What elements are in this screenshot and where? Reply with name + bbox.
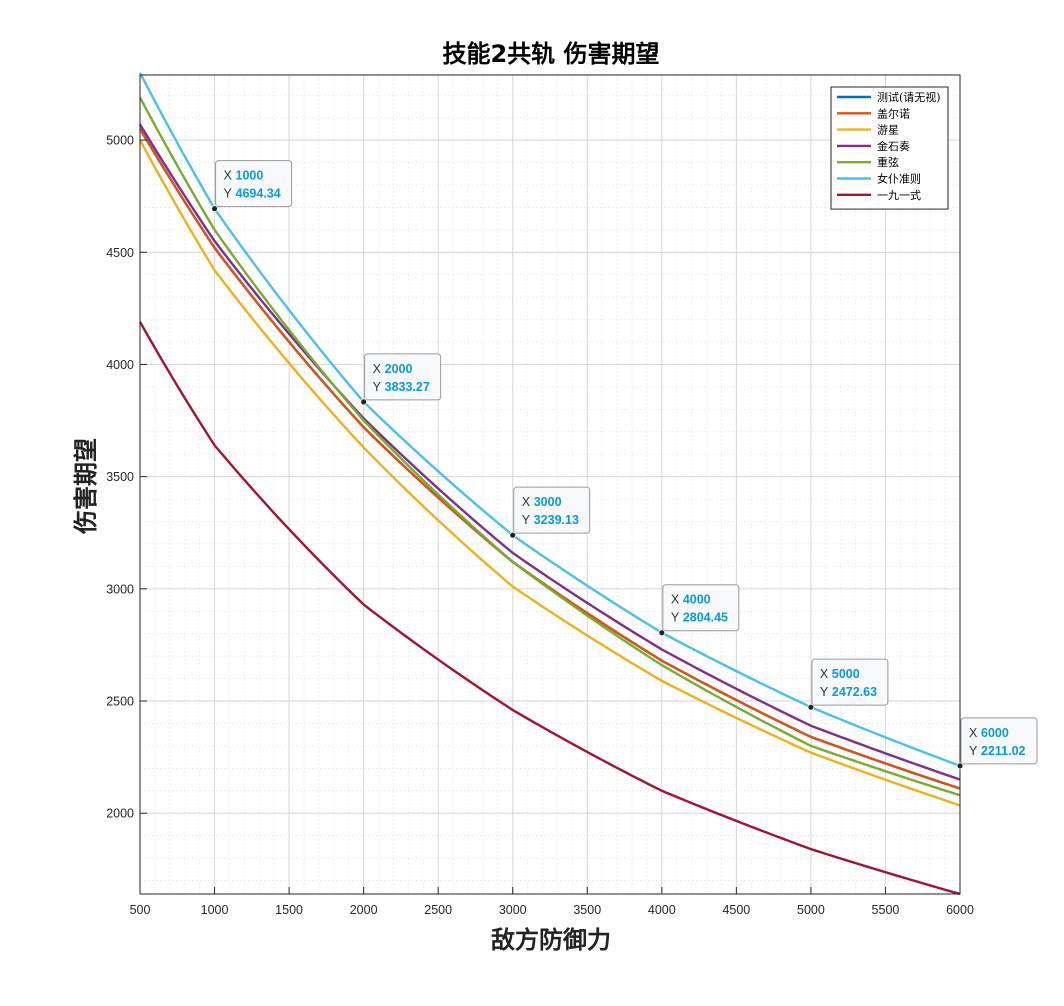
datatip-x-value: 1000	[236, 169, 264, 183]
datatip-box	[662, 584, 740, 632]
x-tick-label: 1500	[275, 903, 303, 917]
series-line-4	[138, 123, 961, 781]
x-tick-label: 6000	[946, 903, 974, 917]
x-tick-label: 3000	[499, 903, 527, 917]
datatip-x-key: X	[373, 362, 382, 376]
legend-entry-1: 测试(请无视)	[877, 90, 941, 104]
datatip-y-value: 4694.34	[236, 187, 281, 201]
y-tick-label: 5000	[106, 134, 134, 148]
datatip-y-value: 2472.63	[832, 685, 877, 699]
y-tick-label: 4000	[106, 358, 134, 372]
datatip-y-key: Y	[820, 685, 829, 699]
series-line-5	[138, 96, 961, 797]
datatip-x-value: 2000	[385, 362, 413, 376]
y-axis-label: 伤害期望	[72, 438, 100, 535]
y-tick-label: 2000	[106, 807, 134, 821]
legend-entry-3: 游星	[877, 124, 899, 137]
datatip-box	[513, 486, 591, 534]
datatip-y-key: Y	[671, 611, 680, 625]
datatip-y-key: Y	[373, 380, 382, 394]
x-tick-label: 2500	[424, 903, 452, 917]
datatip-box	[364, 353, 442, 401]
datatip-y-value: 2211.02	[981, 744, 1026, 758]
datatip-x-key: X	[224, 169, 233, 183]
chart-title: 技能2共轨 伤害期望	[442, 40, 659, 68]
datatip-y-key: Y	[969, 744, 978, 758]
datatip-marker	[956, 762, 964, 770]
datatip-x-key: X	[820, 667, 829, 681]
datatip-marker	[360, 398, 368, 406]
series-line-7	[138, 321, 961, 896]
x-tick-label: 5500	[872, 903, 900, 917]
legend-entry-4: 金石奏	[877, 139, 910, 153]
datatip-box	[811, 658, 889, 706]
legend-entry-2: 盖尔诺	[877, 106, 910, 120]
legend-entry-6: 女仆准则	[877, 172, 921, 186]
datatip-y-key: Y	[224, 187, 233, 201]
datatip-marker	[658, 629, 666, 637]
datatip-box	[215, 160, 293, 208]
datatip-marker	[807, 703, 815, 711]
series-line-3	[138, 139, 961, 807]
datatip-y-value: 3239.13	[534, 513, 579, 527]
legend-box	[830, 86, 949, 210]
datatip-marker	[211, 205, 218, 213]
legend-entry-7: 一九一式	[877, 189, 921, 202]
y-tick-label: 3500	[106, 470, 134, 484]
x-tick-label: 4000	[648, 903, 676, 917]
x-tick-label: 2000	[350, 903, 378, 917]
axes-box	[139, 74, 961, 895]
x-axis-label: 敌方防御力	[491, 926, 611, 954]
x-tick-label: 1000	[201, 903, 229, 917]
datatip-x-key: X	[522, 495, 531, 509]
datatip-x-value: 4000	[683, 593, 711, 607]
datatip-y-value: 2804.45	[683, 611, 728, 625]
major-grid	[139, 75, 961, 894]
legend-entry-5: 重弦	[877, 155, 899, 169]
datatip-y-value: 3833.27	[385, 380, 430, 394]
y-tick-label: 3000	[106, 582, 134, 596]
y-tick-label: 4500	[106, 246, 134, 260]
x-tick-label: 4500	[722, 903, 750, 917]
x-tick-label: 5000	[797, 903, 825, 917]
datatip-x-key: X	[671, 593, 680, 607]
plot-area: 500 1000 1500 2000 2500 3000 3500 4000 4500 5000 5…	[106, 72, 1038, 917]
datatip-y-key: Y	[522, 513, 531, 527]
datatip-x-value: 3000	[534, 495, 562, 509]
datatip-marker	[509, 531, 517, 539]
x-tick-label: 500	[130, 903, 151, 917]
datatip-x-value: 5000	[832, 667, 860, 681]
datatip-x-key: X	[969, 726, 978, 740]
datatip-box	[960, 717, 1038, 765]
y-tick-label: 2500	[106, 695, 134, 709]
x-tick-label: 3500	[573, 903, 601, 917]
datatip-x-value: 6000	[981, 726, 1009, 740]
